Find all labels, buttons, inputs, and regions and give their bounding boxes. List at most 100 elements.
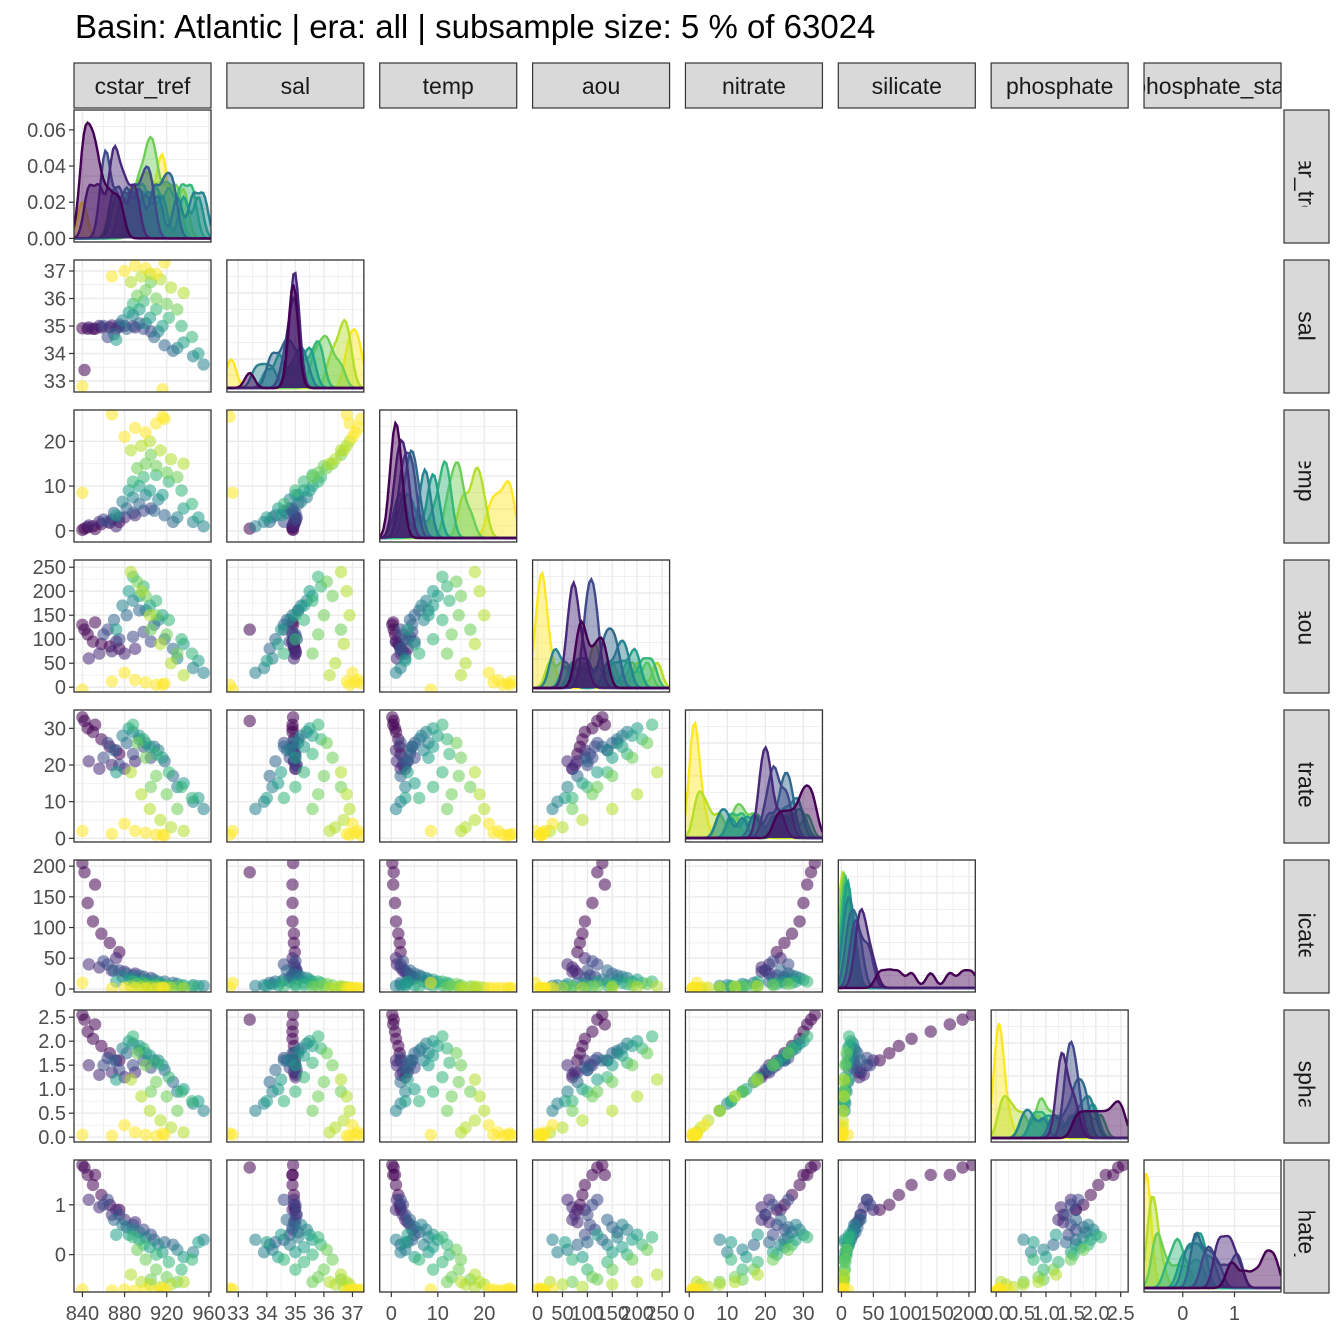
scatter-point: [162, 311, 175, 324]
y-tick-label: 10: [44, 476, 66, 498]
density-area-group-7: [1144, 1233, 1282, 1288]
scatter-point: [389, 1178, 403, 1192]
scatter-point: [334, 565, 348, 579]
density-area-group-0: [991, 1101, 1129, 1138]
scatter-point: [386, 1010, 399, 1021]
x-tick-label: 33: [227, 1303, 249, 1325]
density-area-group-9: [991, 1023, 1129, 1138]
scatter-point: [160, 788, 173, 801]
scatter-point: [464, 1085, 477, 1098]
density-area-group-0: [226, 284, 364, 388]
scatter-point: [452, 1075, 465, 1089]
scatter-point: [269, 755, 282, 768]
scatter-panel-temp-vs-sal: [226, 409, 365, 543]
scatter-panel-nitrate-vs-sal: [226, 709, 365, 843]
scatter-point: [286, 896, 299, 910]
x-tick-label: 2.0: [1082, 1303, 1110, 1325]
scatter-point: [82, 652, 96, 665]
scatter-point: [124, 565, 138, 579]
scatter-point: [156, 981, 169, 992]
scatter-point: [160, 1090, 173, 1103]
scatter-point: [406, 740, 419, 753]
scatter-point: [118, 666, 131, 679]
scatter-point: [551, 1246, 564, 1259]
scatter-point: [943, 1168, 956, 1182]
scatter-point: [297, 1071, 311, 1084]
scatter-point: [713, 1278, 726, 1291]
scatter-point: [426, 1049, 440, 1062]
density-line-group-8: [532, 659, 670, 690]
chart-title: Basin: Atlantic | era: all | subsample s…: [75, 8, 876, 45]
scatter-point: [782, 1243, 795, 1256]
scatter-point: [286, 915, 299, 928]
scatter-point: [88, 878, 102, 891]
scatter-point: [76, 860, 89, 870]
scatter-point: [192, 347, 205, 360]
x-tick-label: 0: [1177, 1303, 1188, 1325]
scatter-point: [226, 981, 236, 992]
scatter-point: [177, 457, 190, 470]
scatter-point: [413, 980, 426, 992]
scatter-point: [139, 826, 152, 839]
scatter-point: [274, 766, 288, 779]
scatter-point: [171, 647, 184, 660]
scatter-point: [323, 1275, 336, 1289]
scatter-point: [139, 457, 152, 470]
scatter-point: [399, 654, 412, 667]
strip-label-right-temp: temp: [1294, 450, 1320, 501]
y-axis-sal: 33 34 35 36 37: [44, 261, 74, 393]
density-area-group-7: [991, 1098, 1129, 1138]
scatter-point: [249, 1104, 262, 1118]
density-area-group-7: [838, 874, 976, 988]
scatter-point: [292, 1231, 305, 1244]
scatter-point: [139, 1128, 152, 1142]
scatter-point: [354, 412, 364, 426]
scatter-point: [993, 1282, 1007, 1292]
scatter-point: [154, 637, 167, 651]
scatter-point: [759, 964, 772, 977]
strip-label-sal: sal: [281, 73, 310, 99]
scatter-point: [1092, 1178, 1105, 1192]
scatter-point: [162, 766, 175, 779]
scatter-point: [243, 623, 256, 636]
strip-label-right-aou: aou: [1294, 607, 1320, 645]
scatter-point: [175, 633, 188, 646]
density-area-group-8: [685, 791, 823, 838]
scatter-point: [150, 459, 163, 473]
scatter-point: [162, 613, 175, 627]
density-area-group-0: [685, 785, 823, 838]
scatter-point: [277, 791, 291, 805]
scatter-point: [171, 1104, 184, 1118]
scatter-point: [645, 718, 659, 731]
scatter-point: [177, 669, 190, 682]
scatter-point: [150, 1263, 163, 1276]
scatter-point: [686, 1127, 700, 1140]
scatter-point: [883, 1198, 896, 1212]
y-tick-label: 150: [33, 605, 66, 627]
scatter-point: [289, 1198, 302, 1212]
scatter-point: [394, 736, 407, 750]
scatter-point: [272, 777, 285, 790]
scatter-point: [424, 1128, 437, 1142]
scatter-point: [782, 1047, 795, 1060]
scatter-point: [144, 623, 158, 636]
scatter-point: [76, 486, 89, 499]
scatter-point: [107, 1054, 121, 1067]
scatter-point: [686, 981, 700, 992]
scatter-point: [606, 981, 619, 992]
scatter-point: [394, 1193, 407, 1207]
scatter-point: [95, 1039, 108, 1053]
density-area-group-6: [379, 461, 517, 538]
scatter-point: [793, 1178, 806, 1192]
y-tick-label: 100: [33, 918, 66, 940]
scatter-point: [443, 747, 456, 761]
scatter-point: [78, 363, 91, 377]
scatter-point: [759, 1208, 772, 1222]
scatter-point: [260, 791, 273, 805]
scatter-point: [556, 981, 569, 992]
scatter-point: [778, 936, 791, 950]
scatter-point: [611, 1231, 624, 1244]
strip-label-aou: aou: [582, 73, 620, 99]
scatter-panel-temp-vs-cstar_tref: [73, 409, 212, 543]
scatter-point: [426, 1263, 440, 1276]
